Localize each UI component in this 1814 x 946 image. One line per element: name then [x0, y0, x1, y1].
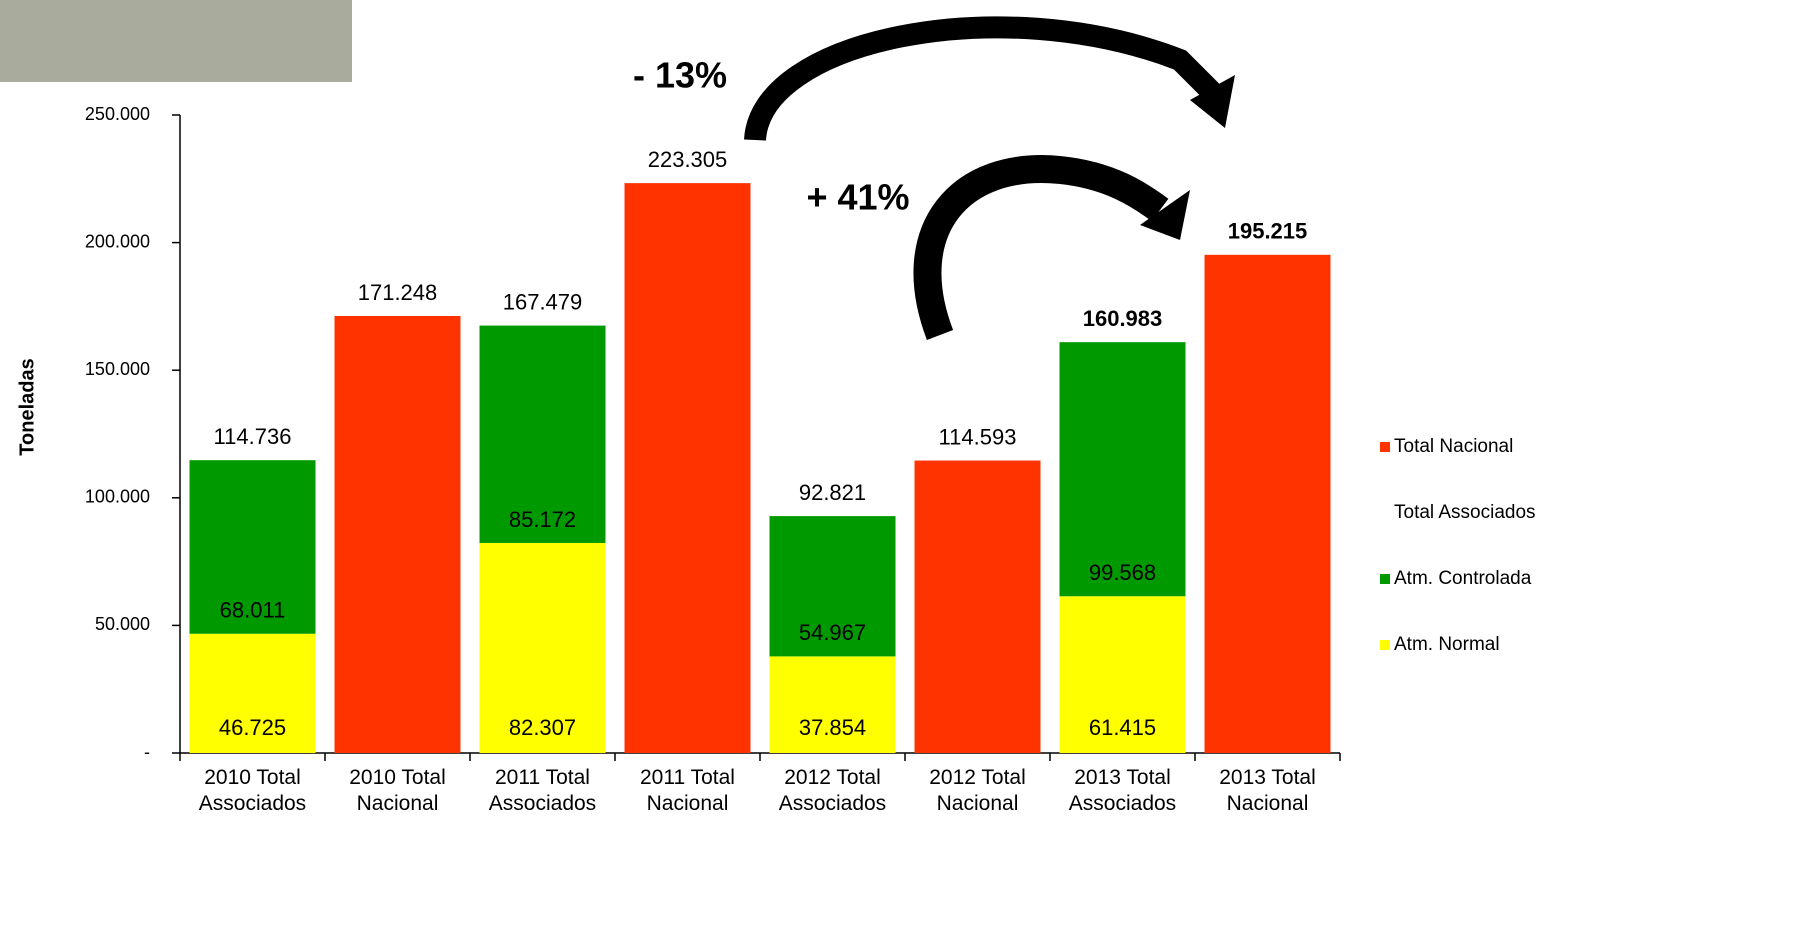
data-label: 167.479 [503, 289, 583, 314]
x-tick-label: 2012 Total Nacional [929, 766, 1026, 815]
arrowhead [1140, 190, 1190, 240]
legend-label: Atm. Controlada [1394, 568, 1532, 589]
bar [624, 183, 751, 754]
data-label: 85.172 [509, 507, 576, 532]
data-label: 61.415 [1089, 715, 1156, 740]
y-tick-label: 100.000 [85, 487, 150, 507]
legend-swatch [1380, 442, 1390, 452]
y-axis-label: Toneladas [16, 358, 38, 455]
x-tick-label: 2013 Total Associados [1068, 766, 1177, 815]
data-label: 160.983 [1083, 306, 1163, 331]
data-label: 171.248 [358, 280, 438, 305]
data-label: 46.725 [219, 715, 286, 740]
x-tick-label: 2010 Total Associados [198, 766, 307, 815]
bar [479, 325, 606, 543]
data-label: 54.967 [799, 620, 866, 645]
legend-swatch [1380, 640, 1390, 650]
x-tick-label: 2011 Total Associados [488, 766, 597, 815]
x-tick-label: 2011 Total Nacional [640, 766, 735, 815]
arrowhead [1190, 75, 1235, 128]
data-label: 37.854 [799, 715, 866, 740]
bar [1059, 342, 1186, 597]
y-tick-label: - [144, 742, 150, 762]
y-tick-label: 50.000 [95, 614, 150, 634]
data-label: 92.821 [799, 480, 866, 505]
bar [334, 315, 461, 753]
data-label: 223.305 [648, 147, 728, 172]
bar [1204, 254, 1331, 753]
bar [189, 633, 316, 753]
data-label: 195.215 [1228, 219, 1308, 244]
data-label: 82.307 [509, 715, 576, 740]
y-tick-label: 150.000 [85, 359, 150, 379]
photo-fragment [0, 0, 352, 82]
legend-label: Total Nacional [1394, 436, 1513, 457]
data-label: 114.736 [214, 424, 292, 449]
arrow [744, 16, 1223, 142]
annotation: + 41% [806, 177, 909, 218]
bar [479, 542, 606, 753]
bar [769, 656, 896, 753]
x-tick-label: 2010 Total Nacional [349, 766, 446, 815]
bar [1059, 596, 1186, 753]
x-tick-label: 2013 Total Nacional [1219, 766, 1316, 815]
data-label: 99.568 [1089, 560, 1156, 585]
y-tick-label: 250.000 [85, 104, 150, 124]
legend-swatch [1380, 574, 1390, 584]
data-label: 68.011 [220, 598, 286, 623]
arrow [913, 155, 1169, 340]
x-tick-label: 2012 Total Associados [778, 766, 887, 815]
y-tick-label: 200.000 [85, 231, 150, 251]
bar [914, 460, 1041, 753]
bar [769, 516, 896, 657]
legend-label: Atm. Normal [1394, 634, 1500, 655]
legend-label: Total Associados [1394, 502, 1536, 523]
bar [189, 460, 316, 634]
annotation: - 13% [633, 55, 727, 96]
data-label: 114.593 [939, 424, 1017, 449]
